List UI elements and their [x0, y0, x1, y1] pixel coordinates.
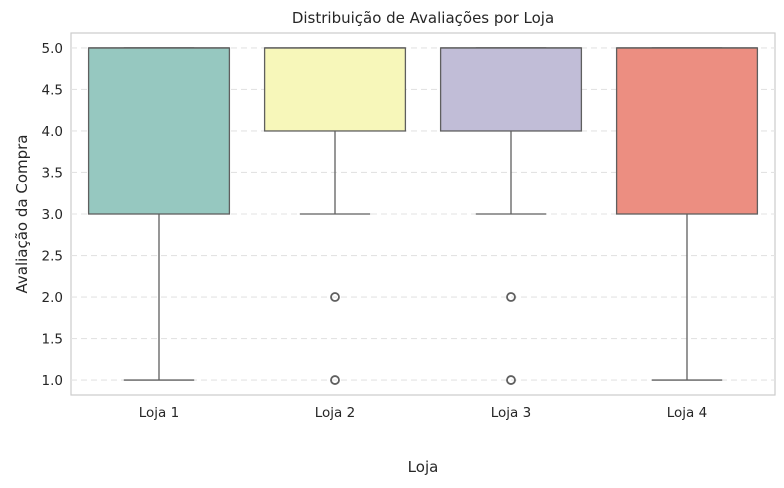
y-tick-label: 4.0 [42, 124, 63, 140]
box-iqr [615, 47, 759, 215]
y-axis-label: Avaliação da Compra [13, 135, 31, 294]
boxes [87, 47, 759, 385]
x-tick-label: Loja 4 [667, 405, 707, 421]
box-group [263, 47, 407, 385]
x-tick-label: Loja 3 [491, 405, 531, 421]
box-group [439, 47, 583, 385]
x-axis-label: Loja [408, 458, 439, 476]
x-tick-label: Loja 1 [139, 405, 179, 421]
box-iqr [263, 47, 407, 132]
outlier-point [330, 375, 340, 385]
y-tick-label: 2.0 [42, 290, 63, 306]
y-tick-label: 1.5 [42, 332, 63, 348]
x-tick-labels: Loja 1 Loja 2 Loja 3 Loja 4 [139, 405, 707, 421]
y-tick-label: 4.5 [42, 82, 63, 98]
box-group [615, 47, 759, 381]
box-group [87, 47, 231, 381]
y-tick-label: 3.5 [42, 165, 63, 181]
box-iqr [87, 47, 231, 215]
y-tick-labels: 1.0 1.5 2.0 2.5 3.0 3.5 4.0 4.5 5.0 [42, 41, 63, 389]
y-tick-label: 5.0 [42, 41, 63, 57]
outlier-point [330, 292, 340, 302]
box-iqr [439, 47, 583, 132]
y-tick-label: 2.5 [42, 249, 63, 265]
gridlines [71, 47, 775, 381]
y-tick-label: 3.0 [42, 207, 63, 223]
outlier-point [506, 292, 516, 302]
y-tick-label: 1.0 [42, 373, 63, 389]
chart-title: Distribuição de Avaliações por Loja [292, 9, 554, 27]
outlier-point [506, 375, 516, 385]
x-tick-label: Loja 2 [315, 405, 355, 421]
